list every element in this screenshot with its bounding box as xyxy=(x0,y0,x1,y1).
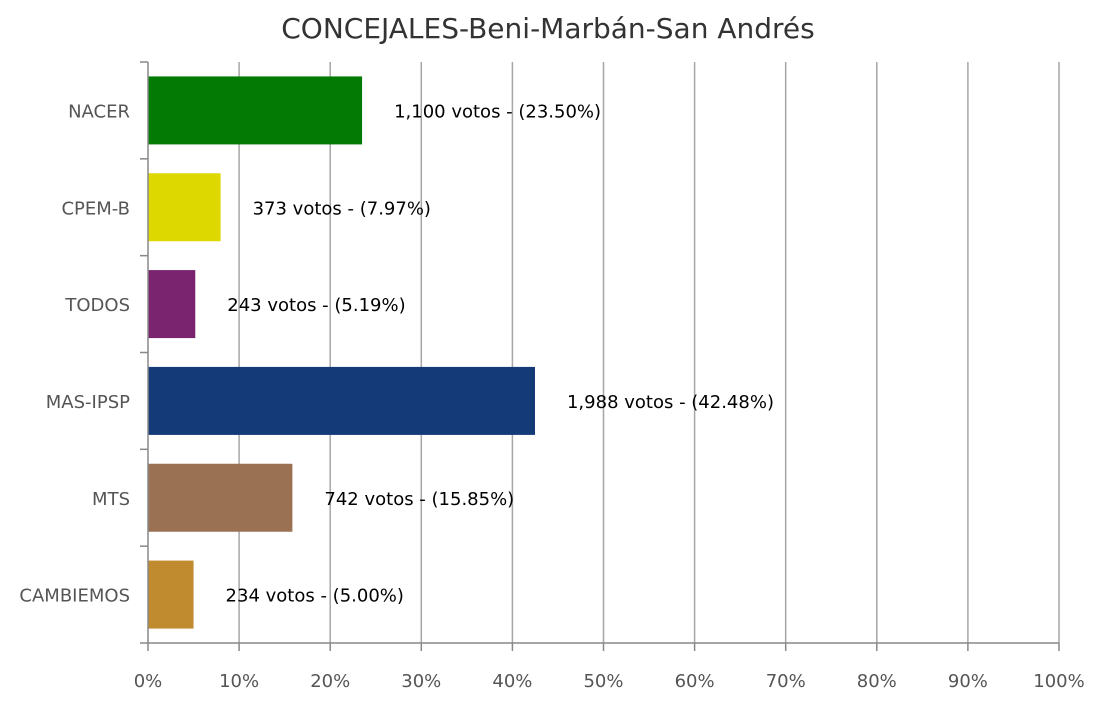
bar-todos xyxy=(148,270,196,339)
bar-cambiemos xyxy=(148,560,194,629)
data-label: 234 votos - (5.00%) xyxy=(226,586,404,607)
x-tick-label: 0% xyxy=(134,671,163,692)
x-tick-label: 20% xyxy=(310,671,350,692)
category-label: NACER xyxy=(68,101,130,122)
x-tick-label: 30% xyxy=(401,671,441,692)
category-label: CPEM-B xyxy=(61,198,130,219)
bar-mas-ipsp xyxy=(148,366,535,435)
data-label: 1,988 votos - (42.48%) xyxy=(567,392,774,413)
data-label: 243 votos - (5.19%) xyxy=(227,295,405,316)
x-tick-label: 10% xyxy=(219,671,259,692)
data-label: 1,100 votos - (23.50%) xyxy=(394,101,601,122)
x-tick-label: 70% xyxy=(766,671,806,692)
bar-nacer xyxy=(148,76,363,145)
x-tick-label: 40% xyxy=(492,671,532,692)
grid xyxy=(238,62,1060,643)
category-label: CAMBIEMOS xyxy=(19,586,130,607)
bars: 1,100 votos - (23.50%) 373 votos - (7.97%… xyxy=(148,76,774,629)
category-label: TODOS xyxy=(64,295,130,316)
bar-cpem-b xyxy=(148,173,221,242)
bar-mts xyxy=(148,463,293,532)
category-label: MAS-IPSP xyxy=(46,392,130,413)
chart-title: CONCEJALES-Beni-Marbán-San Andrés xyxy=(281,12,815,45)
data-label: 373 votos - (7.97%) xyxy=(253,198,431,219)
x-tick-label: 60% xyxy=(675,671,715,692)
x-tick-label: 100% xyxy=(1033,671,1084,692)
data-label: 742 votos - (15.85%) xyxy=(324,489,514,510)
x-tick-label: 50% xyxy=(583,671,623,692)
category-label: MTS xyxy=(92,489,130,510)
x-tick-label: 90% xyxy=(948,671,988,692)
axes: 0% 10% 20% 30% 40% 50% 60% 70% 80% 90% 100% NACER CP… xyxy=(19,61,1085,692)
x-tick-label: 80% xyxy=(857,671,897,692)
